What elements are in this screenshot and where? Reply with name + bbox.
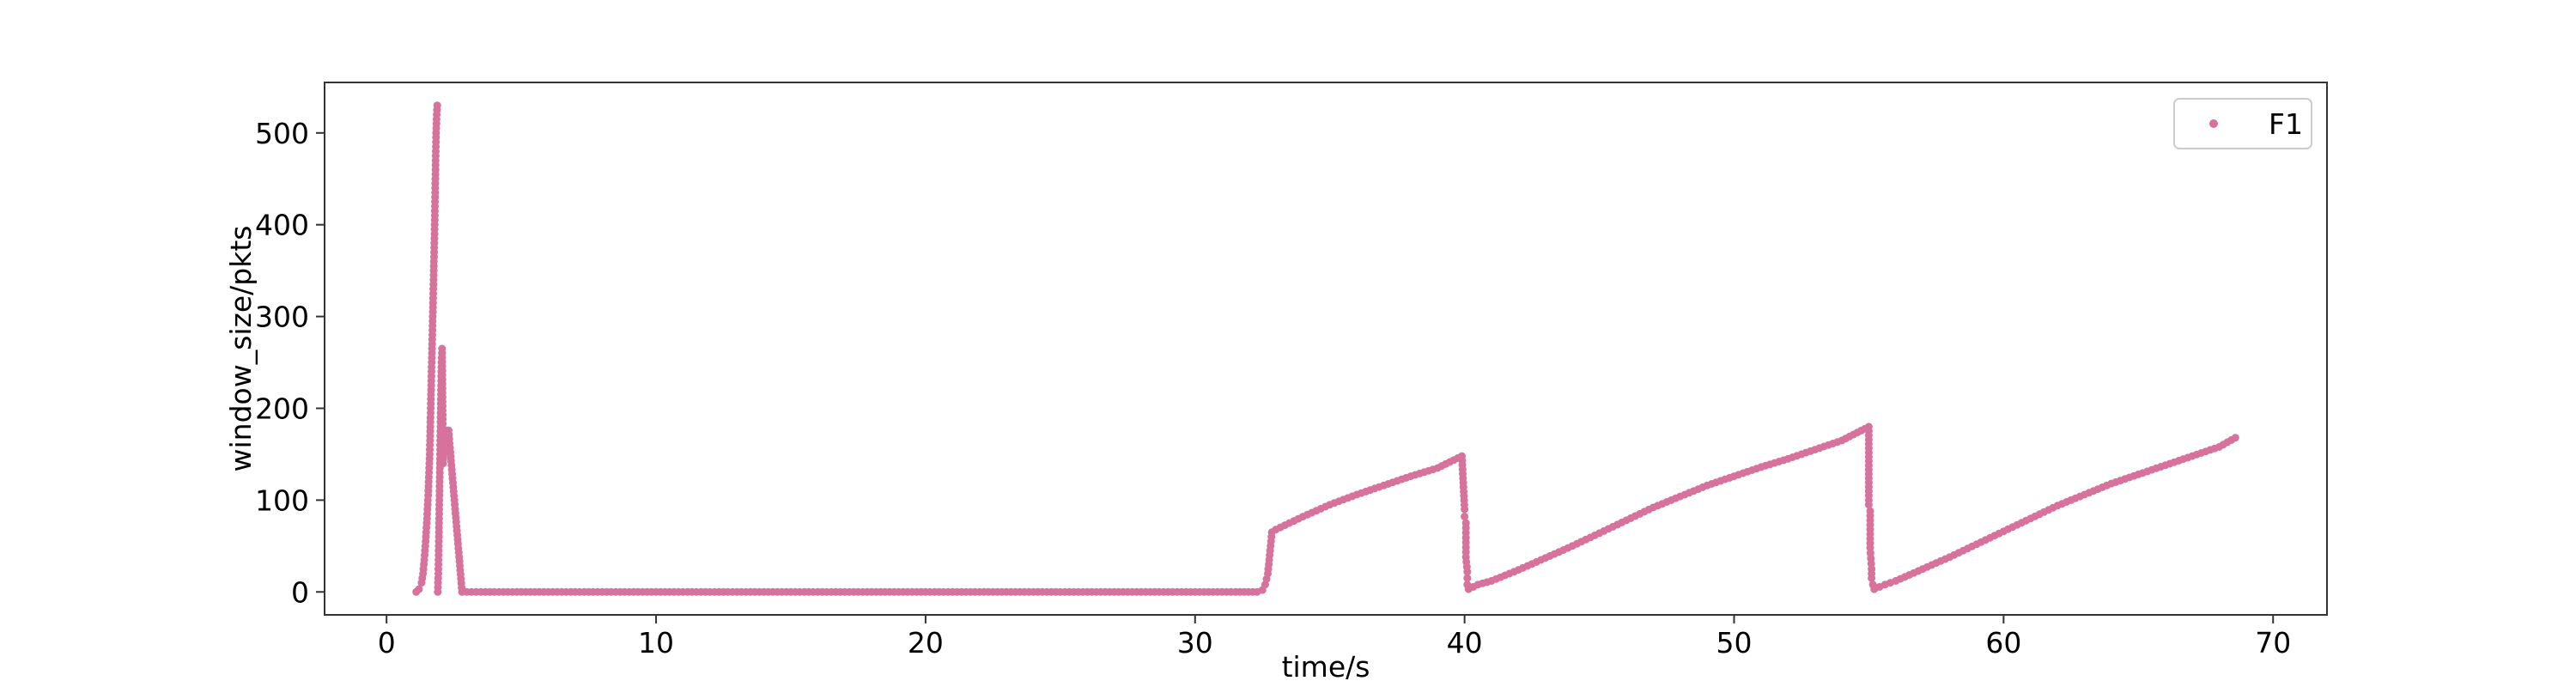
data-point bbox=[1463, 574, 1472, 582]
x-tick-label: 70 bbox=[2255, 626, 2291, 660]
x-axis-label: time/s bbox=[1282, 650, 1370, 684]
y-tick-label: 400 bbox=[255, 209, 309, 242]
y-tick-label: 500 bbox=[255, 117, 309, 150]
data-point bbox=[433, 101, 441, 110]
plot-area-frame bbox=[324, 82, 2328, 616]
legend-marker bbox=[2209, 119, 2218, 128]
data-point bbox=[1868, 574, 1876, 582]
x-tick-label: 20 bbox=[908, 626, 944, 660]
data-point bbox=[2231, 434, 2239, 442]
y-tick-label: 0 bbox=[291, 575, 309, 609]
points-layer bbox=[412, 101, 2239, 596]
x-tick-label: 10 bbox=[638, 626, 674, 660]
x-tick-label: 0 bbox=[378, 626, 396, 660]
data-point bbox=[1463, 568, 1472, 576]
x-tick-label: 60 bbox=[1985, 626, 2021, 660]
y-tick-label: 300 bbox=[255, 301, 309, 334]
x-tick-label: 30 bbox=[1177, 626, 1213, 660]
data-point bbox=[1461, 505, 1469, 514]
data-point bbox=[1461, 513, 1469, 521]
legend-box bbox=[2173, 98, 2312, 149]
x-tick-label: 40 bbox=[1447, 626, 1483, 660]
y-axis-label: window_size/pkts bbox=[224, 226, 258, 472]
y-tick-label: 100 bbox=[255, 483, 309, 517]
x-axis: 0 10 20 30 40 50 60 70 bbox=[378, 615, 2291, 660]
data-point bbox=[415, 585, 423, 593]
legend: F1 bbox=[2173, 98, 2312, 149]
x-tick-label: 50 bbox=[1716, 626, 1753, 660]
data-point bbox=[1864, 501, 1873, 509]
y-tick-label: 200 bbox=[255, 392, 309, 425]
legend-label: F1 bbox=[2269, 107, 2303, 141]
y-axis: 0 100 200 300 400 500 bbox=[255, 117, 325, 609]
